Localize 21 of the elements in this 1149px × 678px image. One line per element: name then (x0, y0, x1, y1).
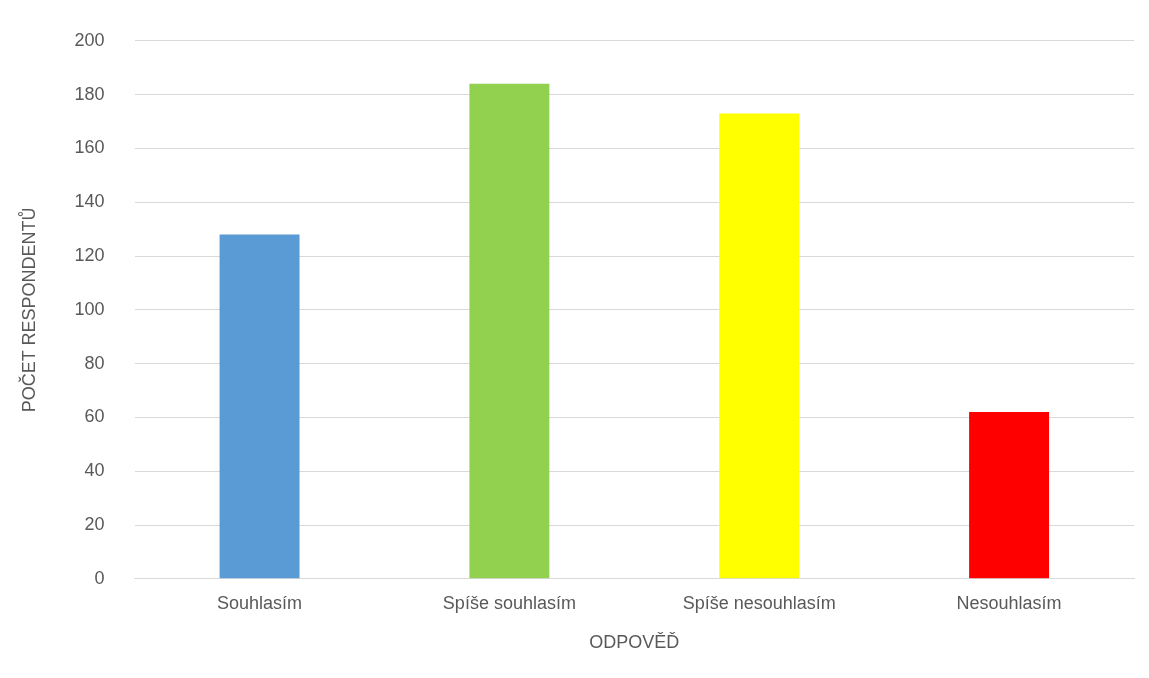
y-tick-label: 100 (74, 298, 105, 319)
bar (719, 113, 800, 579)
y-tick-label: 40 (84, 460, 105, 481)
x-tick-label: Spíše souhlasím (442, 592, 576, 613)
bar (219, 234, 300, 579)
bar (469, 83, 550, 579)
y-axis-title: POČET RESPONDENTŮ (17, 207, 39, 413)
y-tick-label: 180 (74, 83, 105, 104)
y-tick-label: 160 (74, 137, 105, 158)
y-tick-label: 80 (84, 352, 105, 373)
x-tick-label: Spíše nesouhlasím (682, 592, 836, 613)
y-tick-label: 120 (74, 244, 105, 265)
y-tick-label: 140 (74, 191, 105, 212)
y-tick-label: 60 (84, 406, 105, 427)
x-axis-title: ODPOVĚĎ (589, 632, 680, 653)
bar (969, 412, 1050, 579)
x-tick-label: Souhlasím (217, 592, 303, 613)
y-tick-label: 20 (84, 513, 105, 534)
x-tick-label: Nesouhlasím (956, 592, 1062, 613)
y-tick-label: 200 (74, 29, 105, 50)
y-tick-label: 0 (94, 567, 105, 588)
